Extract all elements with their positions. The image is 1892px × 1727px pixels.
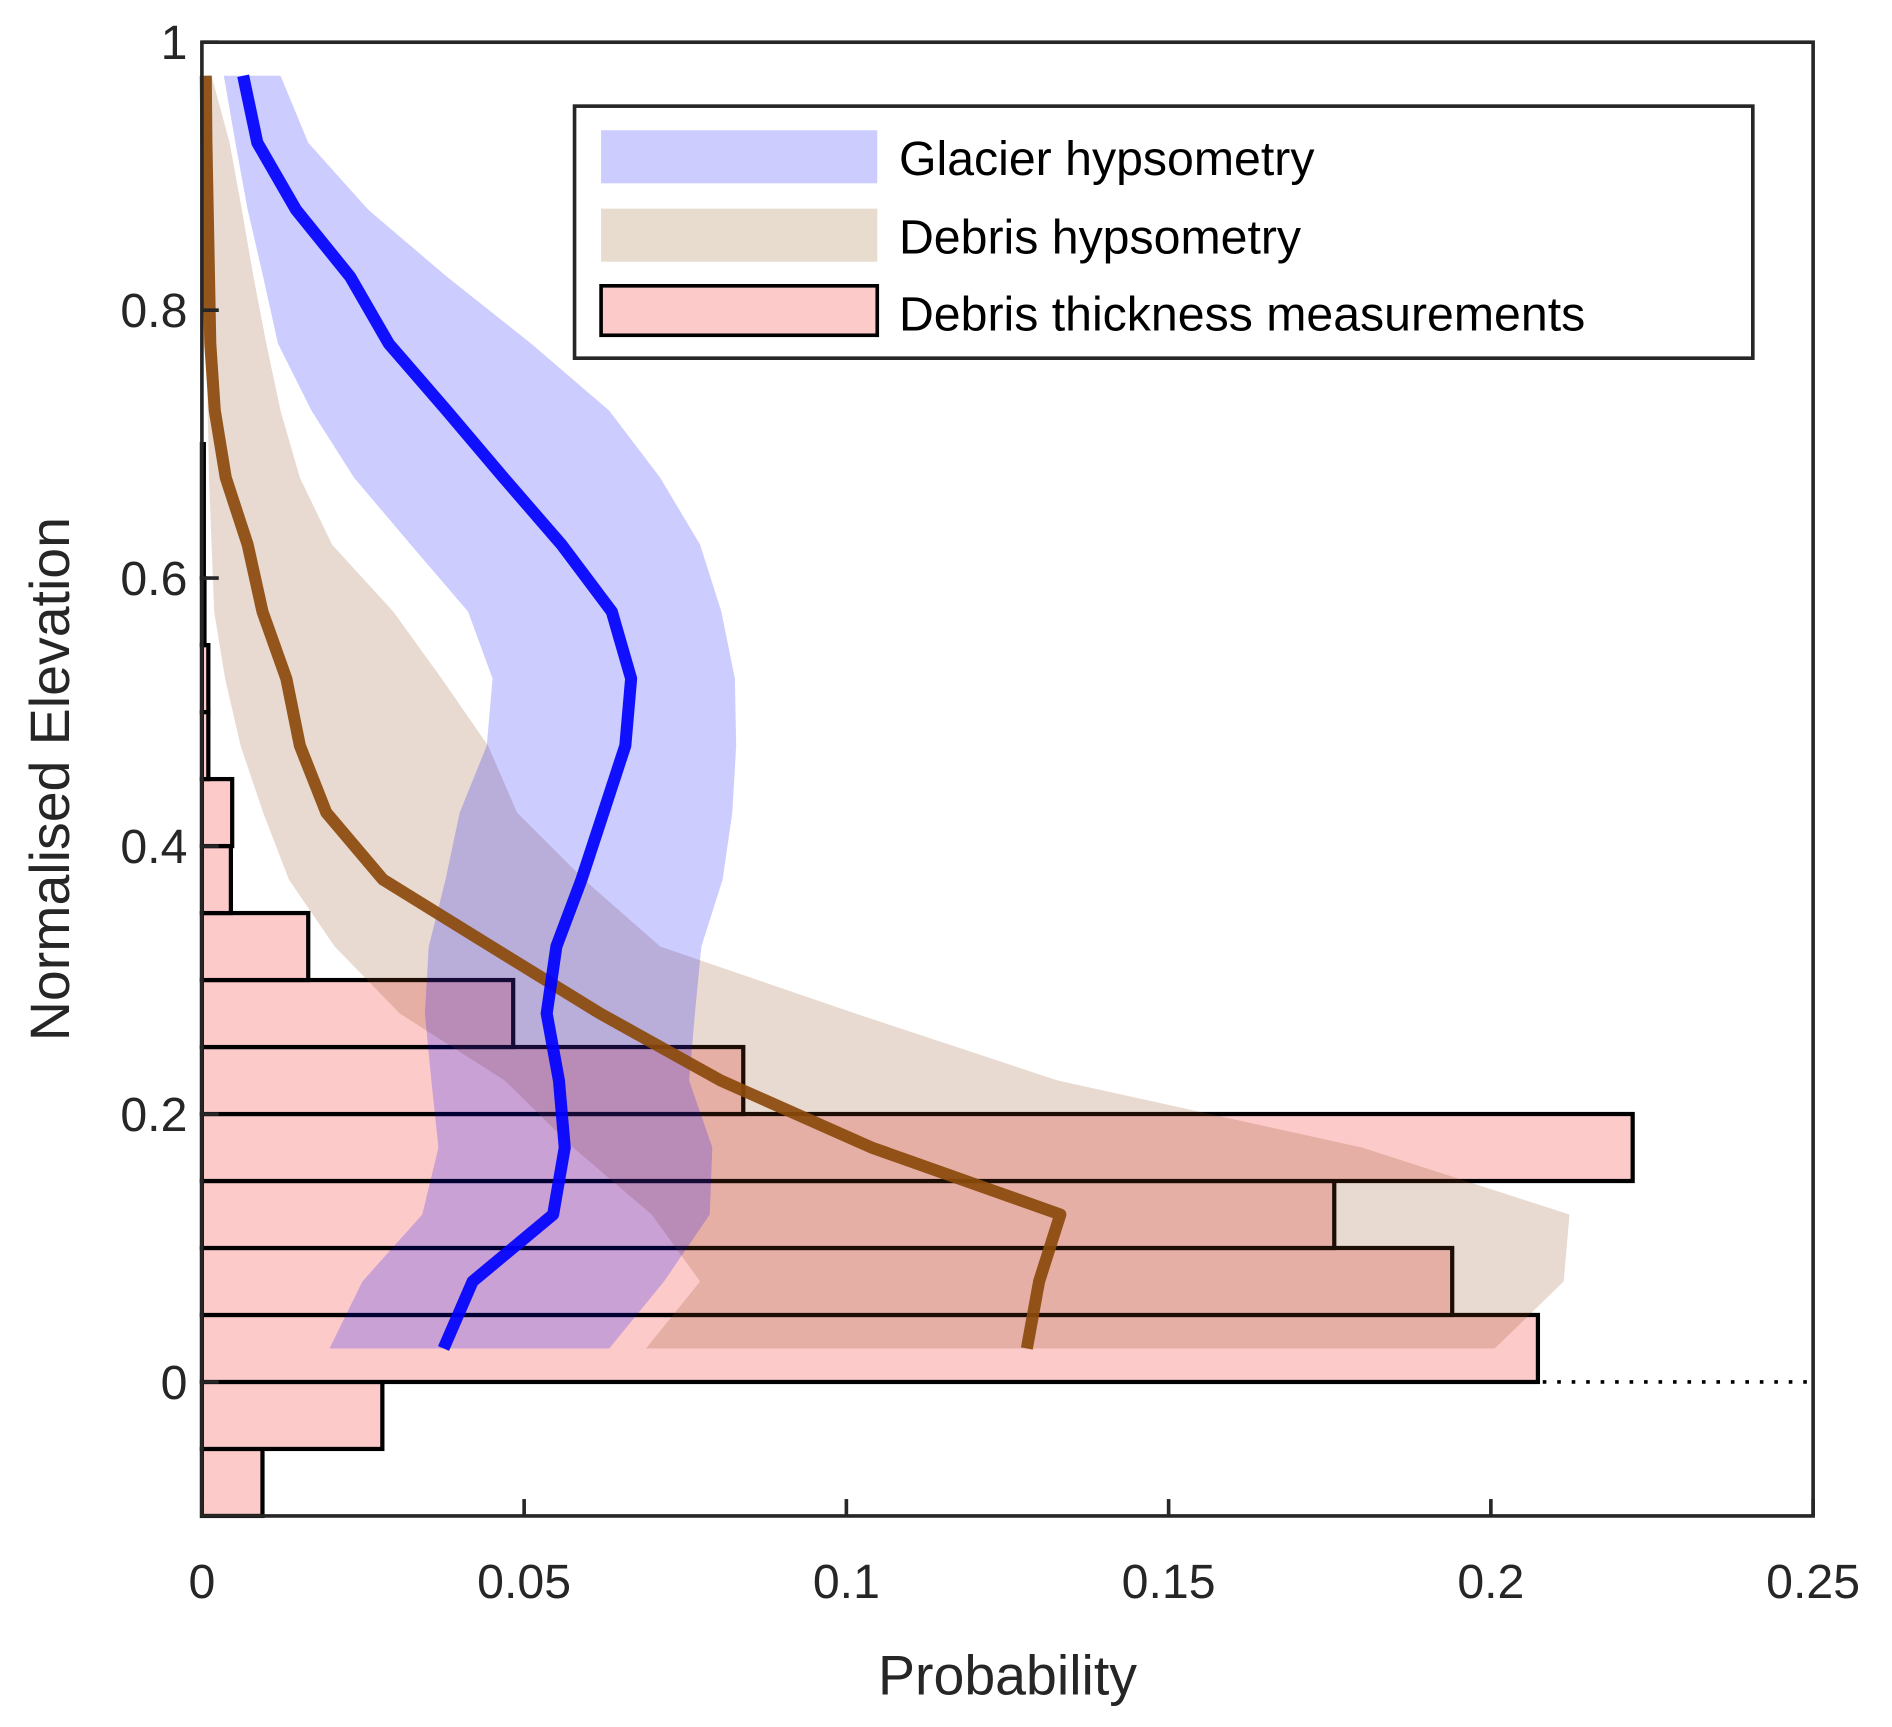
y-tick-label: 0.2 — [120, 1088, 187, 1142]
glacier-hypsometry-band — [223, 75, 737, 1349]
histogram-bar — [199, 1446, 265, 1519]
legend-label-glacier: Glacier hypsometry — [899, 132, 1315, 186]
y-tick-label: 0.6 — [120, 552, 187, 606]
x-axis-label: Probability — [878, 1644, 1137, 1706]
legend-swatch-glacier — [601, 130, 878, 184]
legend-swatch-debris — [601, 208, 878, 262]
x-tick-label: 0.1 — [813, 1555, 880, 1609]
histogram-bar — [199, 1178, 1337, 1251]
x-tick-label: 0.15 — [1122, 1555, 1216, 1609]
histogram-bar — [199, 843, 234, 916]
legend-label-debris: Debris hypsometry — [899, 210, 1302, 264]
y-tick-label: 0.8 — [120, 284, 187, 338]
legend: Glacier hypsometry Debris hypsometry Deb… — [572, 104, 1755, 360]
histogram-bar — [199, 1044, 746, 1117]
hypsometry-lines — [199, 74, 1067, 1351]
y-tick-label: 0 — [161, 1356, 188, 1410]
x-tick-label: 0.2 — [1457, 1555, 1524, 1609]
y-tick-label: 0.4 — [120, 820, 187, 874]
histogram-bar — [199, 776, 235, 849]
x-tick-label: 0.05 — [477, 1555, 571, 1609]
debris-hypsometry-line — [199, 75, 1067, 1350]
axes-box — [200, 40, 1815, 1518]
histogram-bar — [199, 1379, 385, 1452]
axes: 0 0.05 0.1 0.15 0.2 0.25 0 0.2 0.4 0.6 0.8 1 — [120, 16, 1860, 1609]
y-axis-label: Normalised Elevation — [19, 517, 81, 1041]
legend-swatch-thickness — [599, 284, 880, 338]
histogram-bar — [199, 1245, 1455, 1318]
y-tick-label: 1 — [161, 16, 188, 70]
x-tick-label: 0 — [188, 1555, 215, 1609]
legend-label-thickness: Debris thickness measurements — [899, 287, 1585, 341]
histogram-bar — [199, 910, 311, 983]
histogram-bars — [199, 442, 1635, 1519]
x-tick-label: 0.25 — [1766, 1555, 1860, 1609]
glacier-hypsometry-line — [237, 74, 638, 1351]
